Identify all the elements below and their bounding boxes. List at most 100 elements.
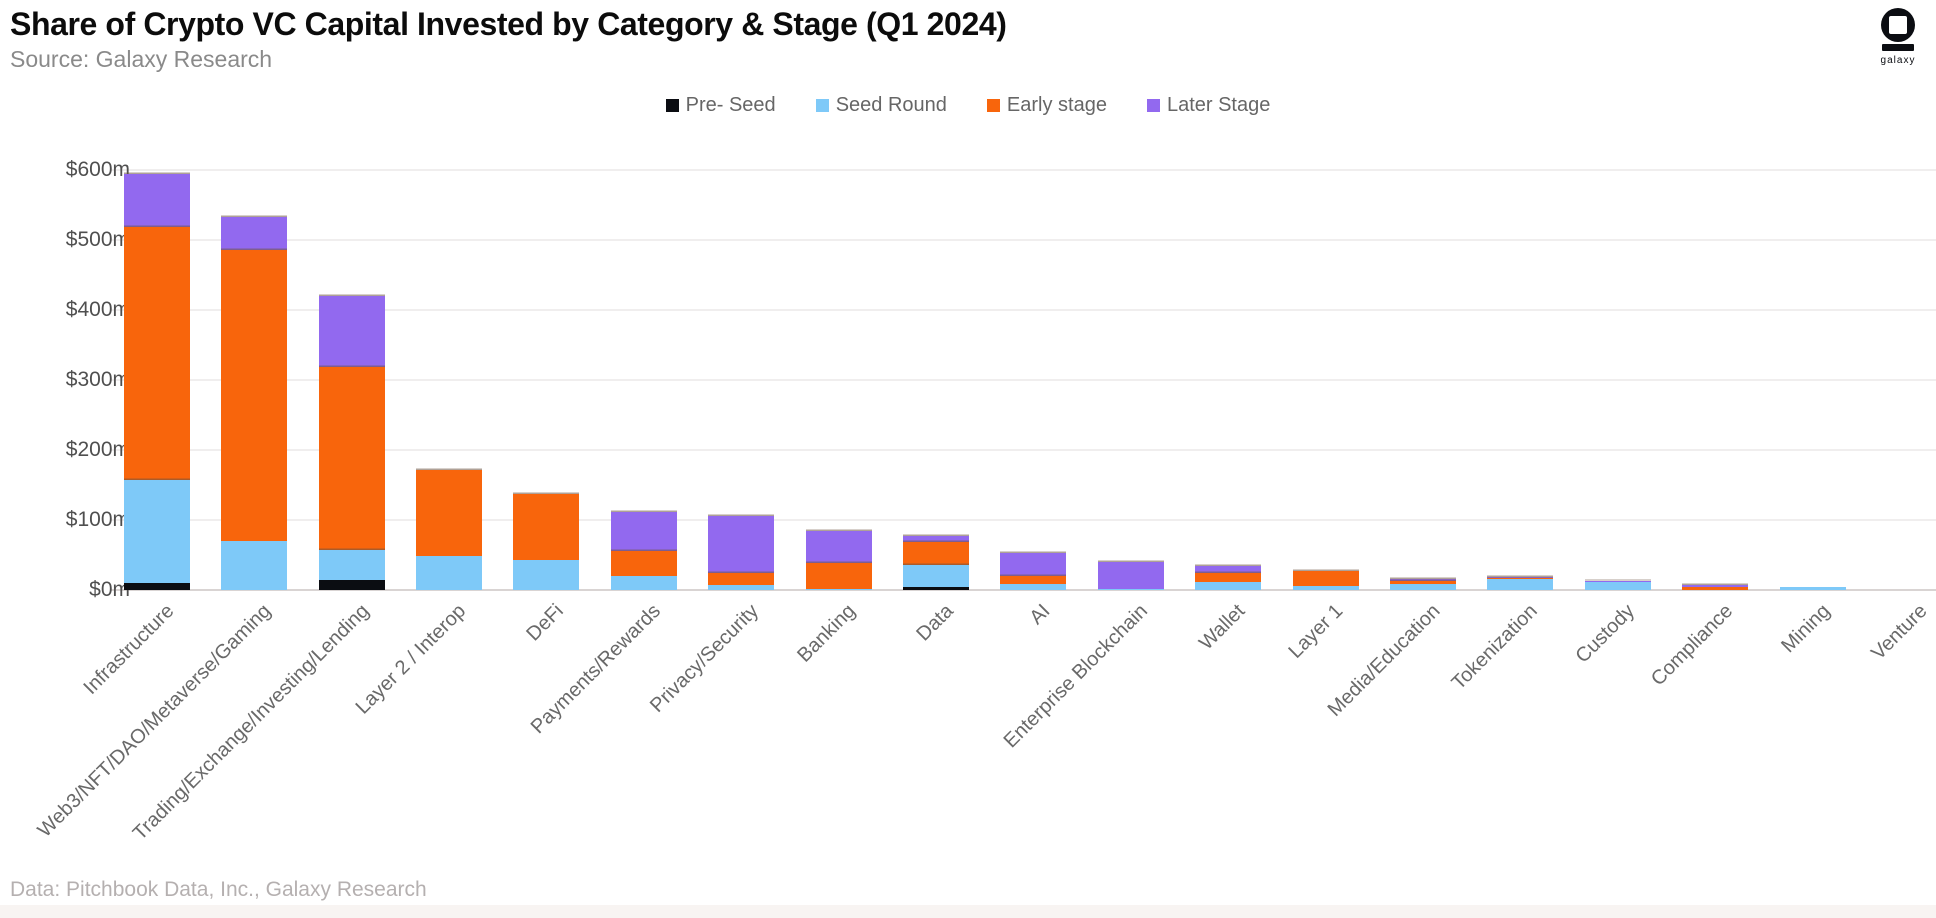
- bar-layer-1: [1292, 571, 1359, 590]
- bar-ai: [1000, 552, 1067, 590]
- legend-swatch-early-stage: [986, 99, 1000, 112]
- bar-segment-early-stage: [1292, 571, 1359, 586]
- helmet-visor: [1889, 16, 1907, 34]
- bar-mining: [1779, 586, 1846, 590]
- bar-segment-seed-round: [221, 541, 288, 590]
- galaxy-logo: galaxy: [1872, 8, 1924, 66]
- bar-segment-early-stage: [415, 469, 482, 557]
- bar-segment-seed-round: [1487, 578, 1554, 590]
- x-axis-label-data: Data: [912, 600, 958, 646]
- x-axis-label-wallet: Wallet: [1195, 600, 1250, 655]
- y-axis-label: $0m: [89, 578, 130, 601]
- bar-segment-later-stage: [123, 173, 190, 228]
- legend-swatch-seed-round: [815, 99, 829, 112]
- bar-segment-later-stage: [1487, 577, 1554, 579]
- x-axis-label-banking: Banking: [793, 600, 861, 667]
- bar-segment-later-stage: [708, 515, 775, 574]
- bar-segment-early-stage: [610, 550, 677, 576]
- bar-segment-seed-round: [1779, 586, 1846, 590]
- y-axis-label: $100m: [65, 508, 130, 531]
- bar-data: [902, 536, 969, 590]
- y-axis-label: $400m: [65, 298, 130, 321]
- x-axis-label-ai: AI: [1025, 600, 1055, 629]
- bar-segment-pre-seed: [123, 583, 190, 590]
- bar-enterprise-blockchain: [1097, 562, 1164, 590]
- x-axis-label-mining: Mining: [1776, 600, 1835, 658]
- bar-compliance: [1682, 585, 1749, 590]
- legend-swatch-later-stage: [1146, 99, 1160, 112]
- data-credit: Data: Pitchbook Data, Inc., Galaxy Resea…: [10, 878, 427, 901]
- legend-label: Pre- Seed: [685, 94, 776, 116]
- bar-segment-early-stage: [902, 541, 969, 565]
- legend-label: Later Stage: [1166, 94, 1271, 116]
- bar-segment-later-stage: [1000, 552, 1067, 577]
- bar-segment-later-stage: [221, 216, 288, 250]
- legend-item-later-stage: Later Stage: [1146, 94, 1271, 117]
- bar-segment-pre-seed: [318, 580, 385, 590]
- chart-legend: Pre- Seed Seed Round Early stage Later Stag…: [0, 94, 1936, 117]
- bar-segment-early-stage: [123, 227, 190, 481]
- bar-segment-seed-round: [1097, 588, 1164, 590]
- y-axis-label: $600m: [65, 158, 130, 181]
- bar-media-education: [1389, 578, 1456, 590]
- bar-banking: [805, 531, 872, 590]
- bar-segment-seed-round: [513, 559, 580, 590]
- bar-segment-later-stage: [902, 536, 969, 542]
- gridline-300: [110, 379, 1936, 381]
- legend-label: Early stage: [1006, 94, 1107, 116]
- helmet-chin: [1882, 44, 1914, 51]
- x-axis-label-layer-1: Layer 1: [1284, 600, 1348, 663]
- x-axis-label-infrastructure: Infrastructure: [79, 600, 179, 699]
- x-axis-label-custody: Custody: [1571, 600, 1640, 668]
- bar-segment-early-stage: [1389, 580, 1456, 585]
- bar-segment-seed-round: [902, 564, 969, 587]
- gridline-500: [110, 239, 1936, 241]
- bar-segment-later-stage: [610, 511, 677, 551]
- bar-segment-early-stage: [1195, 572, 1262, 583]
- x-axis-line: [110, 589, 1936, 591]
- bar-segment-early-stage: [221, 249, 288, 541]
- bar-segment-later-stage: [1097, 562, 1164, 589]
- y-axis-label: $300m: [65, 368, 130, 391]
- bar-segment-seed-round: [708, 585, 775, 590]
- bar-segment-early-stage: [318, 367, 385, 551]
- bar-segment-seed-round: [1292, 585, 1359, 590]
- bar-segment-later-stage: [1195, 566, 1262, 573]
- x-axis-label-defi: DeFi: [522, 600, 568, 646]
- bar-segment-seed-round: [1195, 582, 1262, 590]
- legend-item-early-stage: Early stage: [986, 94, 1107, 117]
- x-axis-label-compliance: Compliance: [1646, 600, 1737, 691]
- bar-trading-exchange-investing-lending: [318, 296, 385, 590]
- legend-item-pre-seed: Pre- Seed: [665, 94, 776, 117]
- galaxy-helmet-icon: [1880, 8, 1916, 54]
- legend-item-seed-round: Seed Round: [815, 94, 947, 117]
- bar-privacy-security: [708, 515, 775, 590]
- x-axis-label-tokenization: Tokenization: [1447, 600, 1542, 695]
- x-axis-label-venture: Venture: [1867, 600, 1932, 665]
- bar-segment-pre-seed: [902, 586, 969, 590]
- gridline-400: [110, 309, 1936, 311]
- legend-label: Seed Round: [835, 94, 947, 116]
- bar-segment-early-stage: [805, 562, 872, 589]
- bar-custody: [1584, 580, 1651, 590]
- bar-segment-seed-round: [805, 588, 872, 590]
- bar-segment-seed-round: [1584, 581, 1651, 590]
- logo-wordmark: galaxy: [1880, 55, 1916, 66]
- gridline-100: [110, 519, 1936, 521]
- gridline-600: [110, 169, 1936, 171]
- bar-segment-later-stage: [318, 296, 385, 368]
- bar-segment-later-stage: [1389, 578, 1456, 581]
- bar-segment-seed-round: [1000, 584, 1067, 590]
- bar-layer-2-interop: [415, 469, 482, 590]
- bar-web3-nft-dao-metaverse-gaming: [221, 216, 288, 590]
- y-axis-label: $200m: [65, 438, 130, 461]
- y-axis-label: $500m: [65, 228, 130, 251]
- bar-infrastructure: [123, 173, 190, 590]
- bar-segment-early-stage: [513, 494, 580, 560]
- page-title: Share of Crypto VC Capital Invested by C…: [10, 6, 1007, 42]
- bar-segment-early-stage: [1000, 576, 1067, 585]
- bar-defi: [513, 494, 580, 590]
- bottom-strip: [0, 905, 1936, 918]
